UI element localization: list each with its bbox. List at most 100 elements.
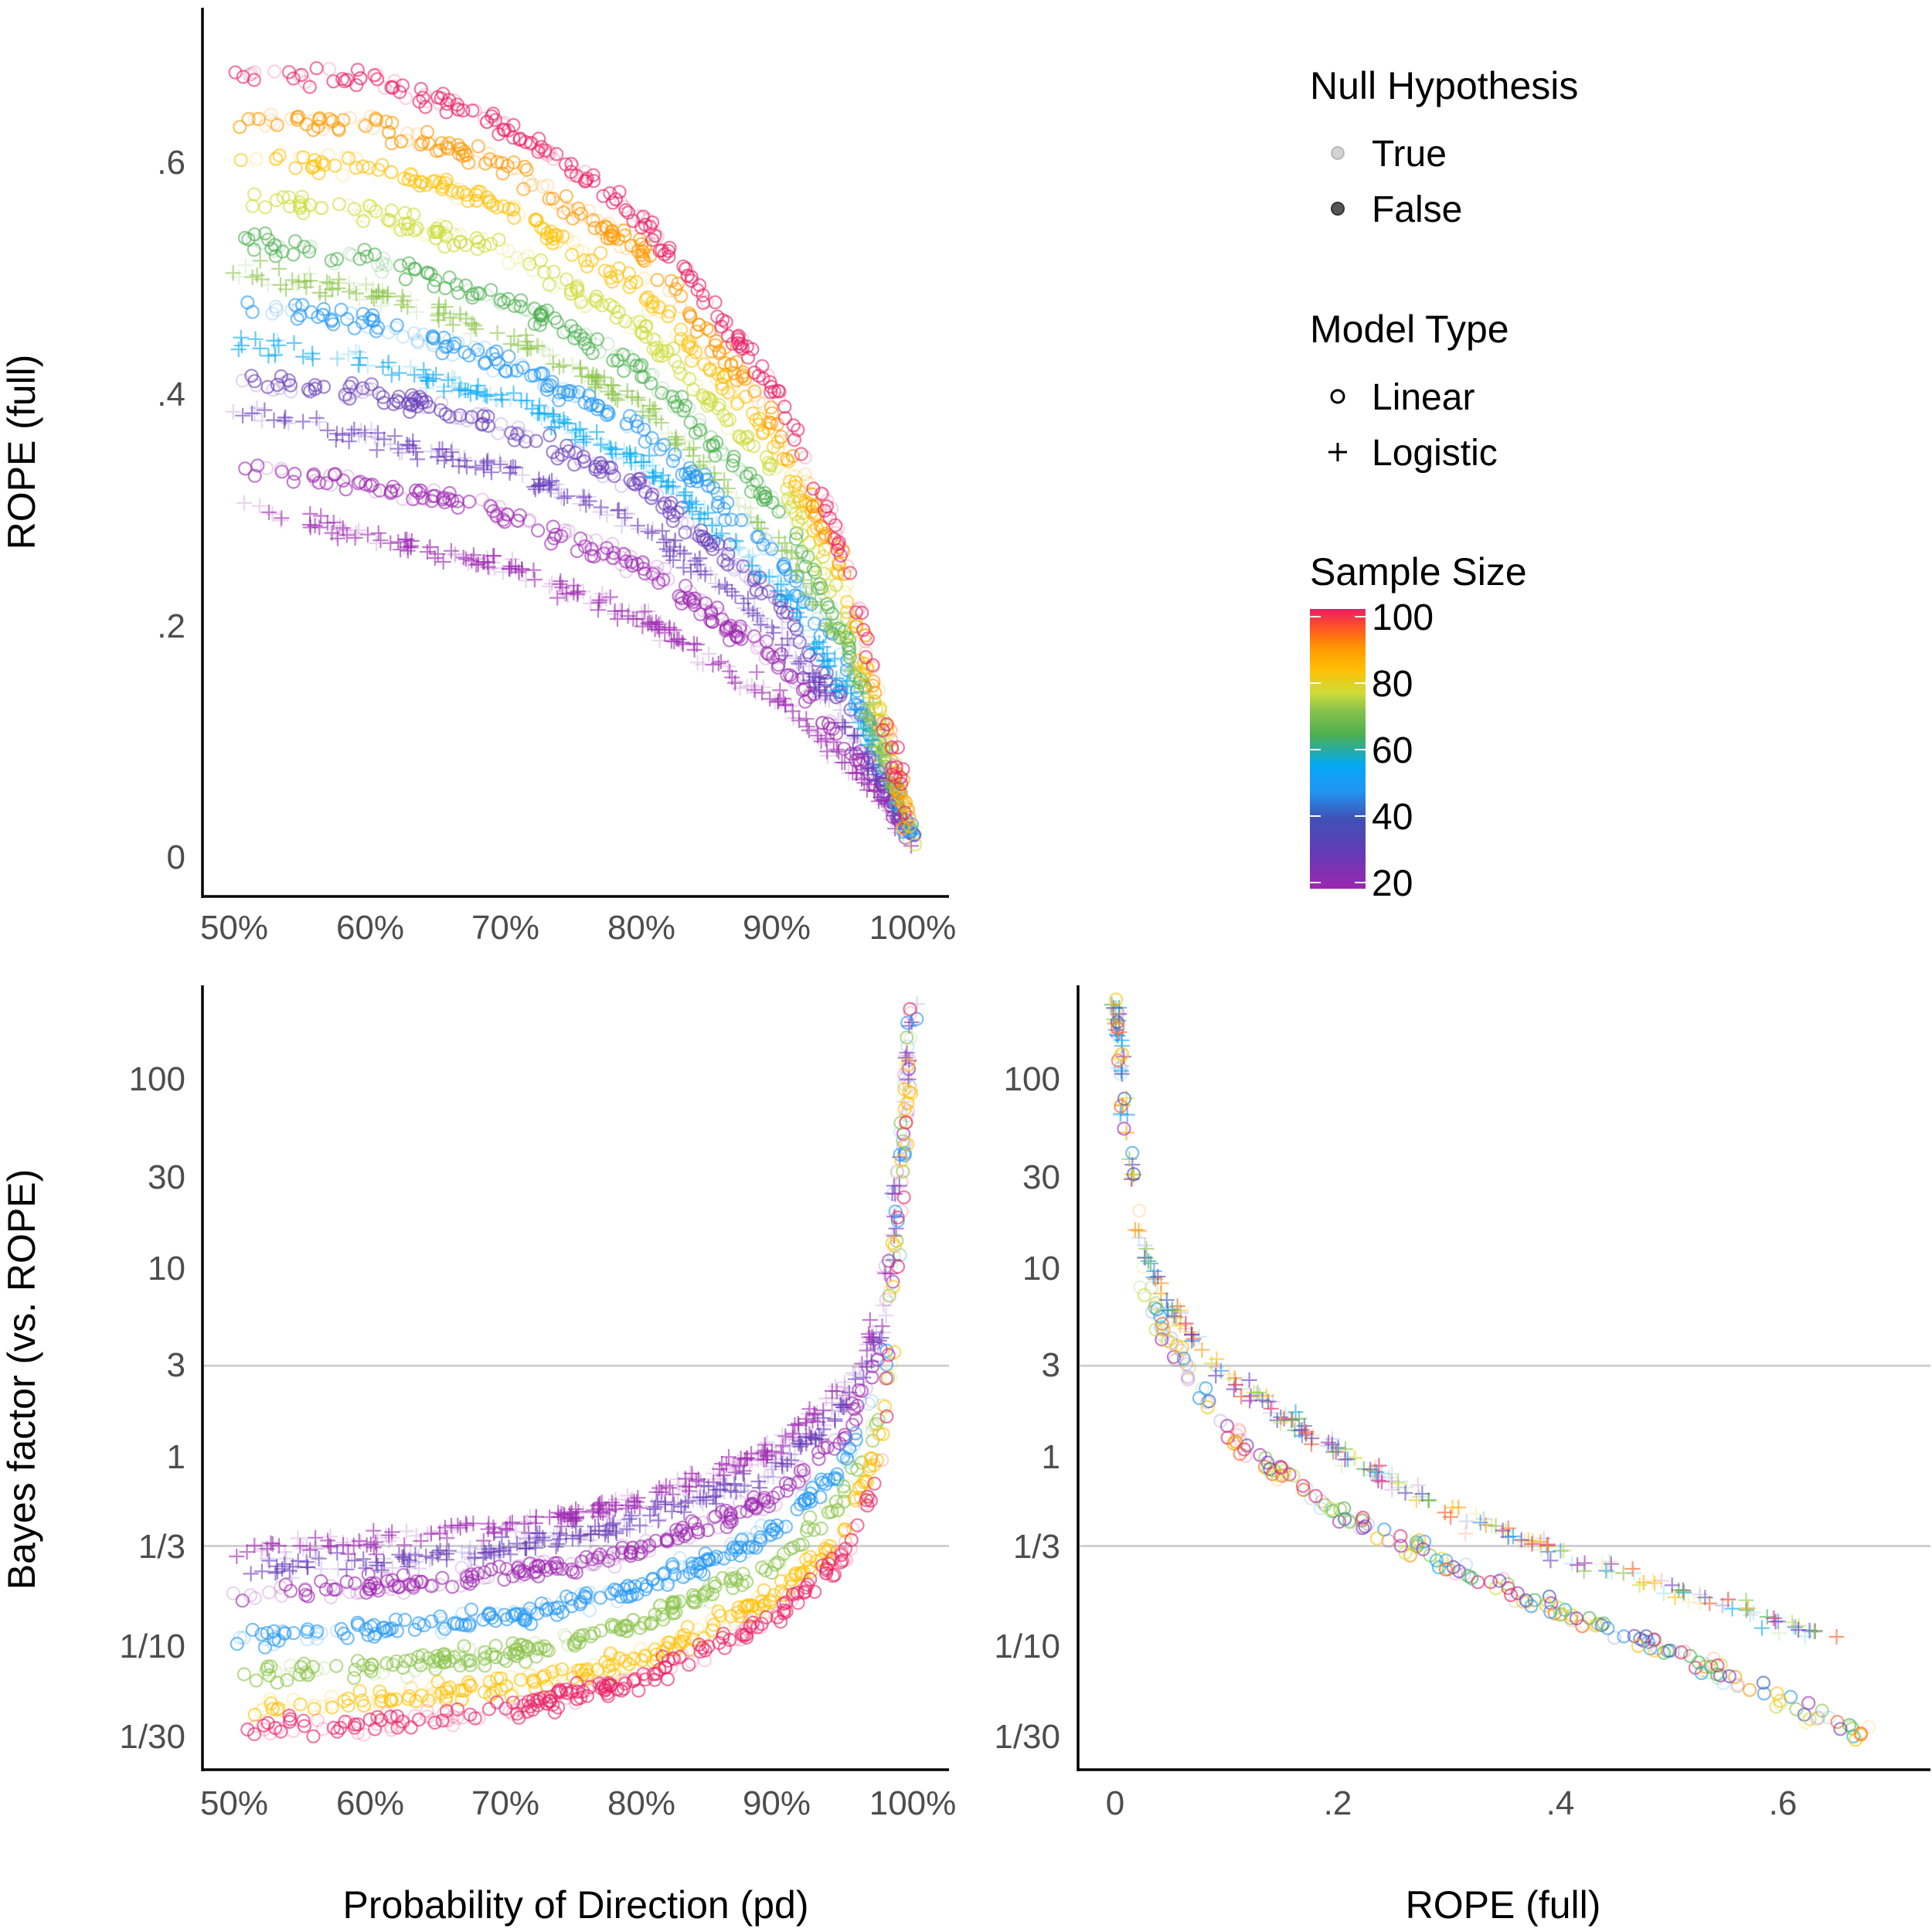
logistic-point — [572, 420, 588, 437]
linear-point — [724, 512, 739, 527]
logistic-point — [403, 539, 419, 556]
logistic-point — [670, 435, 686, 451]
linear-point — [777, 573, 791, 587]
p1-data-points — [225, 61, 923, 854]
logistic-point — [353, 423, 369, 438]
linear-point — [636, 556, 651, 572]
logistic-point — [233, 338, 250, 354]
logistic-point — [593, 437, 609, 453]
linear-point — [756, 537, 770, 552]
linear-point — [475, 417, 490, 431]
linear-point — [291, 301, 306, 316]
logistic-point — [363, 421, 379, 437]
logistic-point — [630, 518, 646, 534]
linear-point — [720, 421, 735, 436]
linear-point — [233, 153, 248, 168]
linear-point — [250, 458, 265, 473]
logistic-point — [600, 439, 616, 454]
panel-pd-bf: 50% 60% 70% 80% 90% 100% 100 30 10 3 1 1… — [0, 985, 956, 1927]
linear-point — [546, 519, 560, 534]
linear-point — [735, 464, 750, 479]
p1-x-tick: 60% — [336, 909, 404, 947]
logistic-point — [564, 356, 580, 372]
linear-point — [404, 388, 420, 403]
linear-point — [591, 399, 606, 413]
logistic-point — [351, 522, 367, 539]
logistic-point — [288, 276, 304, 292]
linear-point — [309, 61, 324, 76]
logistic-point — [795, 572, 811, 588]
logistic-point — [841, 765, 856, 781]
linear-point — [577, 539, 593, 554]
logistic-point — [1138, 1240, 1155, 1257]
linear-point — [389, 483, 404, 498]
logistic-point — [554, 580, 570, 596]
logistic-point — [502, 460, 519, 476]
linear-point — [672, 589, 686, 604]
logistic-point — [662, 620, 678, 635]
p2-y-tick: 3 — [167, 1346, 185, 1384]
logistic-point — [590, 602, 606, 618]
linear-point — [633, 471, 648, 486]
logistic-point — [299, 273, 315, 289]
linear-point — [754, 577, 769, 592]
p2-y-axis-title: Bayes factor (vs. ROPE) — [0, 1169, 43, 1590]
logistic-point — [848, 765, 864, 781]
logistic-point — [743, 500, 758, 516]
logistic-point — [637, 604, 653, 620]
logistic-point — [1724, 1600, 1740, 1617]
logistic-point — [678, 485, 694, 501]
linear-point — [379, 257, 393, 272]
logistic-point — [479, 554, 495, 570]
logistic-point — [376, 431, 393, 447]
logistic-point — [631, 521, 647, 537]
logistic-point — [789, 604, 805, 621]
logistic-point — [543, 481, 559, 498]
linear-point — [694, 593, 709, 607]
logistic-point — [225, 403, 241, 420]
linear-point — [264, 241, 279, 256]
logistic-point — [444, 378, 460, 394]
logistic-point — [335, 427, 351, 443]
linear-point — [352, 252, 367, 267]
linear-point — [366, 313, 381, 328]
logistic-point — [628, 457, 644, 474]
linear-point — [502, 349, 516, 364]
linear-point — [607, 546, 621, 560]
logistic-point — [787, 650, 804, 666]
p2-y-tick: 1 — [167, 1438, 185, 1476]
logistic-point — [590, 380, 607, 396]
logistic-point — [785, 710, 801, 726]
logistic-point — [724, 669, 740, 685]
linear-point — [815, 716, 830, 731]
logistic-point — [504, 551, 520, 567]
linear-point — [833, 688, 848, 702]
linear-point — [284, 384, 298, 399]
logistic-point — [856, 775, 872, 791]
linear-point — [573, 328, 588, 343]
logistic-point — [502, 391, 519, 407]
linear-point — [557, 526, 572, 541]
p1-y-ticks: 0 .2 .4 .6 — [157, 144, 185, 876]
logistic-point — [566, 585, 582, 600]
linear-point — [494, 297, 509, 311]
logistic-point — [357, 425, 372, 441]
linear-point — [451, 500, 465, 515]
logistic-point — [458, 551, 474, 567]
logistic-point — [713, 654, 729, 670]
linear-point — [260, 461, 274, 475]
logistic-point — [658, 532, 674, 547]
logistic-point — [311, 414, 328, 430]
linear-point — [807, 616, 822, 631]
logistic-point — [794, 618, 810, 634]
linear-point — [676, 403, 691, 418]
linear-point — [286, 474, 301, 489]
logistic-point — [780, 631, 795, 647]
logistic-point — [466, 318, 482, 334]
logistic-point — [404, 437, 420, 454]
logistic-point — [380, 358, 396, 374]
logistic-point — [685, 440, 702, 456]
linear-point — [416, 327, 431, 342]
linear-point — [600, 336, 615, 351]
